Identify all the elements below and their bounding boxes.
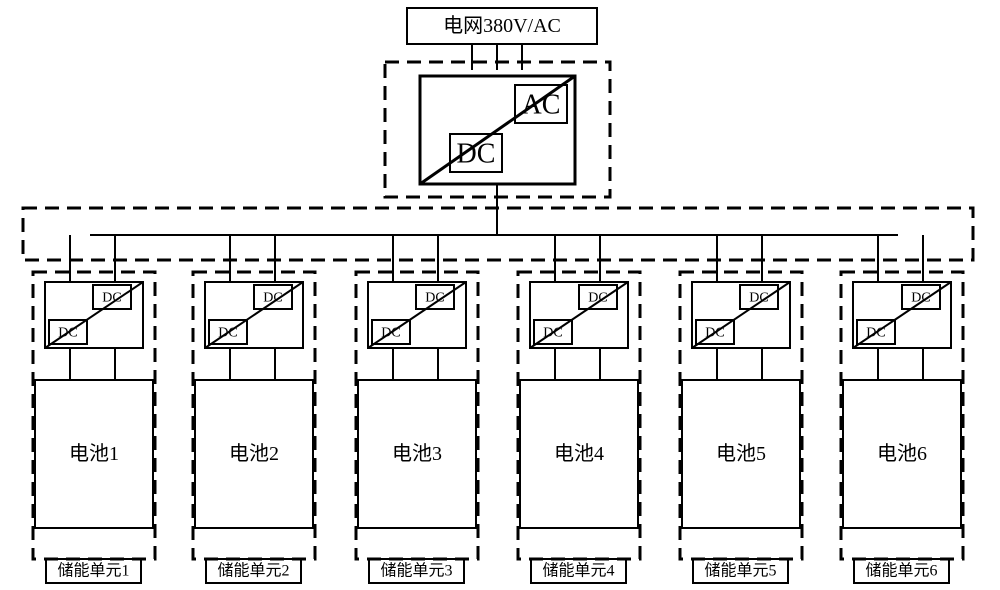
dc-label: DC [457,139,496,170]
grid-source-label: 电网380V/AC [443,14,561,37]
svg-text:DC: DC [381,326,400,341]
ac-label: AC [522,90,561,121]
battery-label: 电池3 [392,442,442,465]
storage-unit-label: 储能单元4 [542,562,614,580]
svg-text:DC: DC [911,291,930,306]
battery-label: 电池2 [229,442,279,465]
storage-unit-label: 储能单元3 [380,562,452,580]
svg-text:DC: DC [102,291,121,306]
svg-text:DC: DC [263,291,282,306]
battery-label: 电池5 [716,442,766,465]
diagram-canvas: 电网380V/AC AC DC DC DC 电池1 储能单元1 DC DC 电池2 储能单元2 DC D… [0,0,1000,590]
svg-text:DC: DC [543,326,562,341]
svg-text:DC: DC [425,291,444,306]
svg-text:DC: DC [58,326,77,341]
storage-unit-label: 储能单元5 [704,562,776,580]
storage-unit-label: 储能单元6 [865,562,937,580]
storage-unit-label: 储能单元2 [217,562,289,580]
battery-label: 电池1 [69,442,119,465]
battery-label: 电池6 [877,442,927,465]
storage-unit-label: 储能单元1 [57,562,129,580]
battery-label: 电池4 [554,442,604,465]
svg-text:DC: DC [749,291,768,306]
svg-text:DC: DC [705,326,724,341]
svg-text:DC: DC [218,326,237,341]
svg-text:DC: DC [588,291,607,306]
svg-text:DC: DC [866,326,885,341]
